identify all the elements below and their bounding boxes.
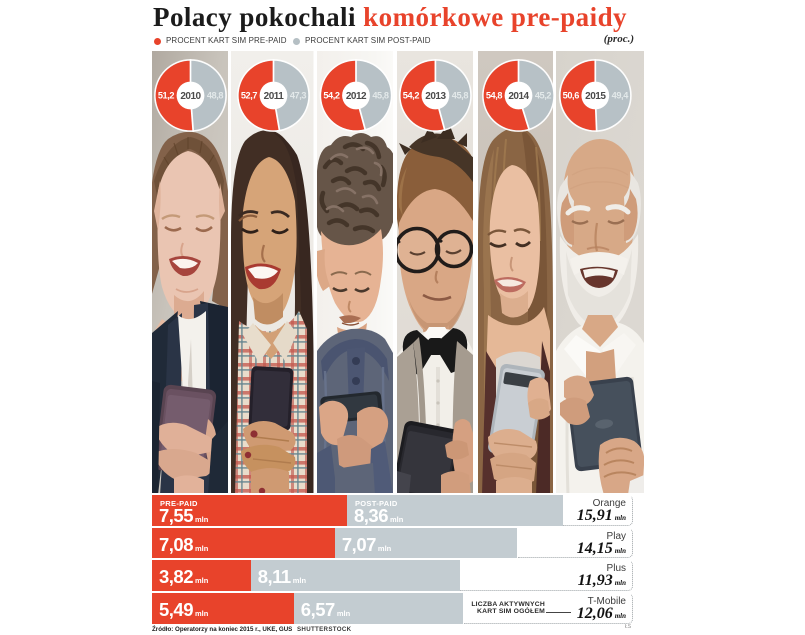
svg-text:2010: 2010 bbox=[180, 91, 201, 102]
svg-text:45,8: 45,8 bbox=[372, 91, 389, 101]
svg-text:54,2: 54,2 bbox=[323, 91, 340, 101]
svg-text:2013: 2013 bbox=[425, 91, 446, 102]
svg-text:45,2: 45,2 bbox=[535, 91, 552, 101]
svg-text:47,3: 47,3 bbox=[290, 91, 307, 101]
svg-text:2014: 2014 bbox=[508, 91, 529, 102]
svg-text:54,2: 54,2 bbox=[403, 91, 420, 101]
svg-text:48,8: 48,8 bbox=[207, 91, 224, 101]
svg-text:45,8: 45,8 bbox=[452, 91, 469, 101]
svg-text:2012: 2012 bbox=[346, 91, 367, 102]
svg-text:2015: 2015 bbox=[585, 91, 606, 102]
svg-text:2011: 2011 bbox=[264, 91, 285, 102]
svg-text:54,8: 54,8 bbox=[486, 91, 503, 101]
svg-text:50,6: 50,6 bbox=[563, 91, 580, 101]
svg-text:49,4: 49,4 bbox=[612, 91, 630, 101]
svg-text:52,7: 52,7 bbox=[241, 91, 258, 101]
svg-text:51,2: 51,2 bbox=[158, 91, 175, 101]
